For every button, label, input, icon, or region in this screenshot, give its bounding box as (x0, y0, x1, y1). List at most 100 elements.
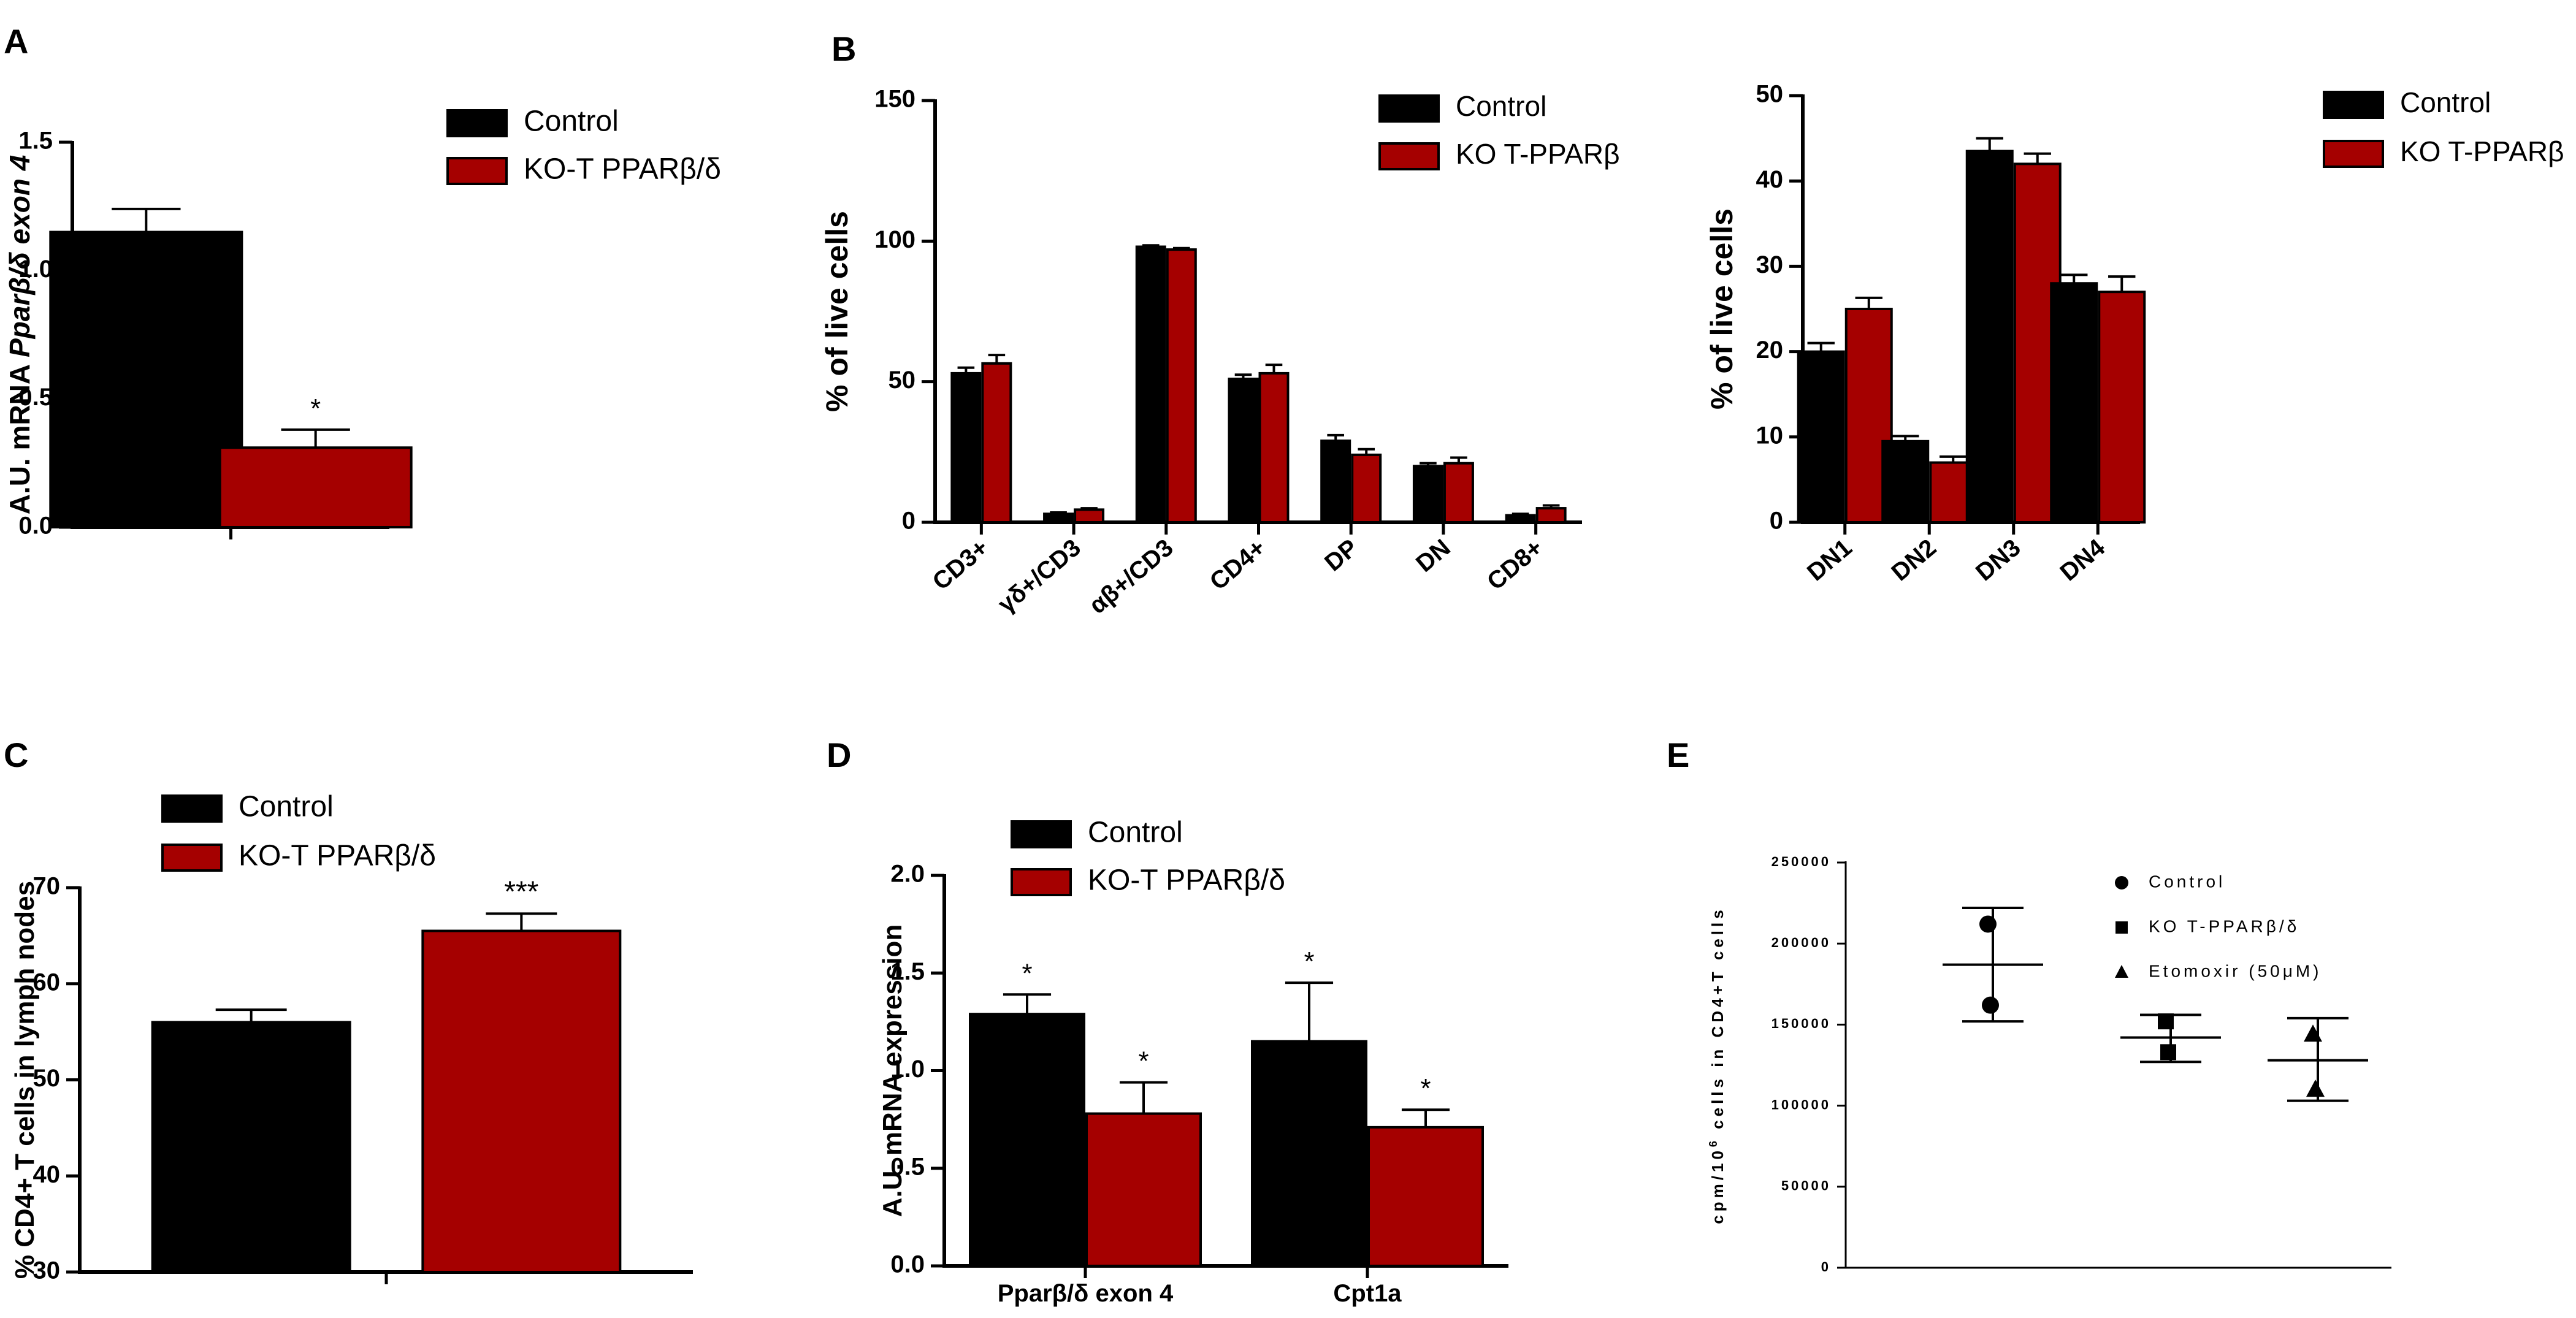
y-tick-label: 50000 (1781, 1178, 1831, 1194)
panel-label-e: E (1667, 736, 1689, 774)
group-1 (2120, 1013, 2221, 1064)
bar-b1-1-3 (1258, 371, 1290, 524)
y-axis-label-part: A.U. mRNA (4, 357, 36, 514)
y-axis-label-part: 6 (1707, 1137, 1719, 1147)
y-tick-label: 1.5 (890, 958, 925, 985)
chart-b2: 0 10 20 30 40 50 % of live cells DN1 DN2 DN3 DN4 Co… (1705, 81, 2564, 587)
y-tick-label: 20 (1756, 337, 1784, 364)
legend-label: KO-T PPARβ/δ (1088, 864, 1285, 897)
y-tick-label: 1.0 (890, 1056, 925, 1083)
y-tick-label: 150 (874, 86, 915, 113)
y-tick-label: 50 (889, 367, 916, 394)
data-point (2160, 1044, 2176, 1061)
bar-b1-1-5 (1443, 462, 1474, 524)
y-axis-label-text: A.U. mRNA expression (877, 924, 908, 1217)
x-tick-label: CD4+ (1205, 534, 1271, 595)
legend-swatch (2323, 140, 2384, 168)
bar-b2-0-2 (1965, 150, 2014, 524)
y-tick-label: 1.5 (18, 128, 53, 154)
bar-b2-0-0 (1797, 350, 1845, 524)
y-axis-label-part: cpm/10 (1708, 1147, 1727, 1224)
y-axis-label-part: cells in CD4+T cells (1708, 906, 1727, 1137)
panel-label-a: A (4, 22, 28, 61)
chart-a: A0.00.51.01.5A.U. mRNA Pparβ/δ exon 4*Co… (4, 22, 721, 539)
y-tick-label: 50 (1756, 81, 1784, 108)
legend-swatch (161, 794, 223, 823)
legend-swatch (2323, 91, 2384, 119)
y-tick-label: 200000 (1771, 935, 1831, 950)
y-tick-label: 0.5 (18, 384, 53, 411)
x-tick-label: CD8+ (1482, 534, 1548, 595)
chart-c: C 30 40 50 60 70% CD4+ T cells in lymph nodes… (4, 736, 693, 1284)
data-point (2306, 1080, 2325, 1097)
y-tick-label: 100000 (1771, 1097, 1831, 1112)
significance-marker: *** (504, 875, 538, 908)
legend-label: KO T-PPARβ (2400, 135, 2564, 167)
y-tick-label: 0 (1821, 1259, 1831, 1274)
group-2 (2268, 1016, 2368, 1102)
x-tick-label: CD3+ (928, 534, 993, 595)
legend: Control KO T-PPARβ (2323, 86, 2564, 168)
y-tick-label: 150000 (1771, 1016, 1831, 1031)
bar-d-1-1 (1367, 1126, 1484, 1267)
legend-label: KO-T PPARβ/δ (239, 840, 436, 872)
bar-d-0-1 (1251, 1040, 1367, 1267)
x-tick-label: DN3 (1971, 534, 2026, 586)
x-tick-label: γδ+/CD3 (993, 534, 1086, 618)
x-tick-label: Pparβ/δ exon 4 (998, 1280, 1174, 1307)
panel-label-b1: B (831, 29, 856, 68)
legend-label: KO T-PPARβ/δ (2149, 916, 2299, 935)
y-axis-label: A.U. mRNA expression (877, 924, 908, 1217)
bar-c-1-0 (421, 929, 622, 1273)
legend: Control KO T-PPARβ/δ Etomoxir (50μM) (2115, 872, 2322, 980)
legend-label: Control (1456, 90, 1546, 122)
bar-b1-1-2 (1166, 248, 1197, 524)
bar-b1-0-3 (1228, 378, 1259, 524)
bar-b2-0-3 (2050, 282, 2098, 524)
y-tick-label: 30 (1756, 251, 1784, 278)
chart-d: D 0.0 0.5 1.0 1.5 2.0 A.U. mRNA expression * * Pp… (827, 736, 1508, 1307)
bar-a-0-0 (49, 230, 243, 528)
significance-marker: * (1420, 1073, 1431, 1103)
legend-swatch (1378, 142, 1440, 170)
y-tick-label: 0.5 (890, 1153, 925, 1180)
y-tick-label: 0.0 (18, 512, 53, 539)
legend-marker (2115, 965, 2128, 978)
legend-label: Control (2149, 872, 2225, 891)
x-tick-label: αβ+/CD3 (1084, 534, 1179, 619)
y-axis-label: % of live cells (1705, 208, 1739, 409)
legend-swatch (1011, 868, 1072, 896)
significance-marker: * (1138, 1046, 1148, 1076)
y-tick-label: 10 (1756, 422, 1784, 449)
group-0 (1943, 907, 2043, 1023)
y-axis-label-text: % of live cells (1705, 208, 1739, 409)
x-tick-label: Cpt1a (1333, 1280, 1402, 1307)
legend-label: KO-T PPARβ/δ (524, 153, 721, 186)
legend-label: Etomoxir (50μM) (2149, 961, 2322, 980)
bar-b1-1-1 (1074, 508, 1105, 524)
y-tick-label: 0 (902, 508, 915, 535)
bar-b1-0-5 (1412, 465, 1443, 524)
y-tick-label: 40 (1756, 166, 1784, 193)
bar-b1-0-0 (950, 371, 982, 524)
panel-label-d: D (827, 736, 851, 774)
legend-swatch (161, 844, 223, 872)
y-axis-label: % of live cells (820, 211, 854, 412)
significance-marker: * (310, 394, 321, 424)
legend-label: Control (239, 791, 334, 823)
bar-b2-1-3 (2098, 291, 2146, 524)
y-tick-label: 100 (874, 226, 915, 253)
y-tick-label: 0.0 (890, 1251, 925, 1278)
panel-label-c: C (4, 736, 28, 774)
y-axis-label: % CD4+ T cells in lymph nodes (10, 881, 40, 1279)
legend-swatch (1011, 820, 1072, 848)
bar-b1-1-0 (981, 362, 1012, 524)
bar-b1-1-4 (1351, 453, 1382, 524)
y-axis-label-part: Pparβ/δ exon 4 (4, 155, 36, 357)
bar-b1-0-2 (1135, 245, 1166, 524)
legend: Control KO-T PPARβ/δ (446, 105, 721, 186)
legend: Control KO-T PPARβ/δ (1011, 817, 1285, 897)
x-tick-label: DN1 (1802, 534, 1857, 586)
y-axis-label-text: % of live cells (820, 211, 854, 412)
y-tick-label: 70 (33, 873, 61, 900)
